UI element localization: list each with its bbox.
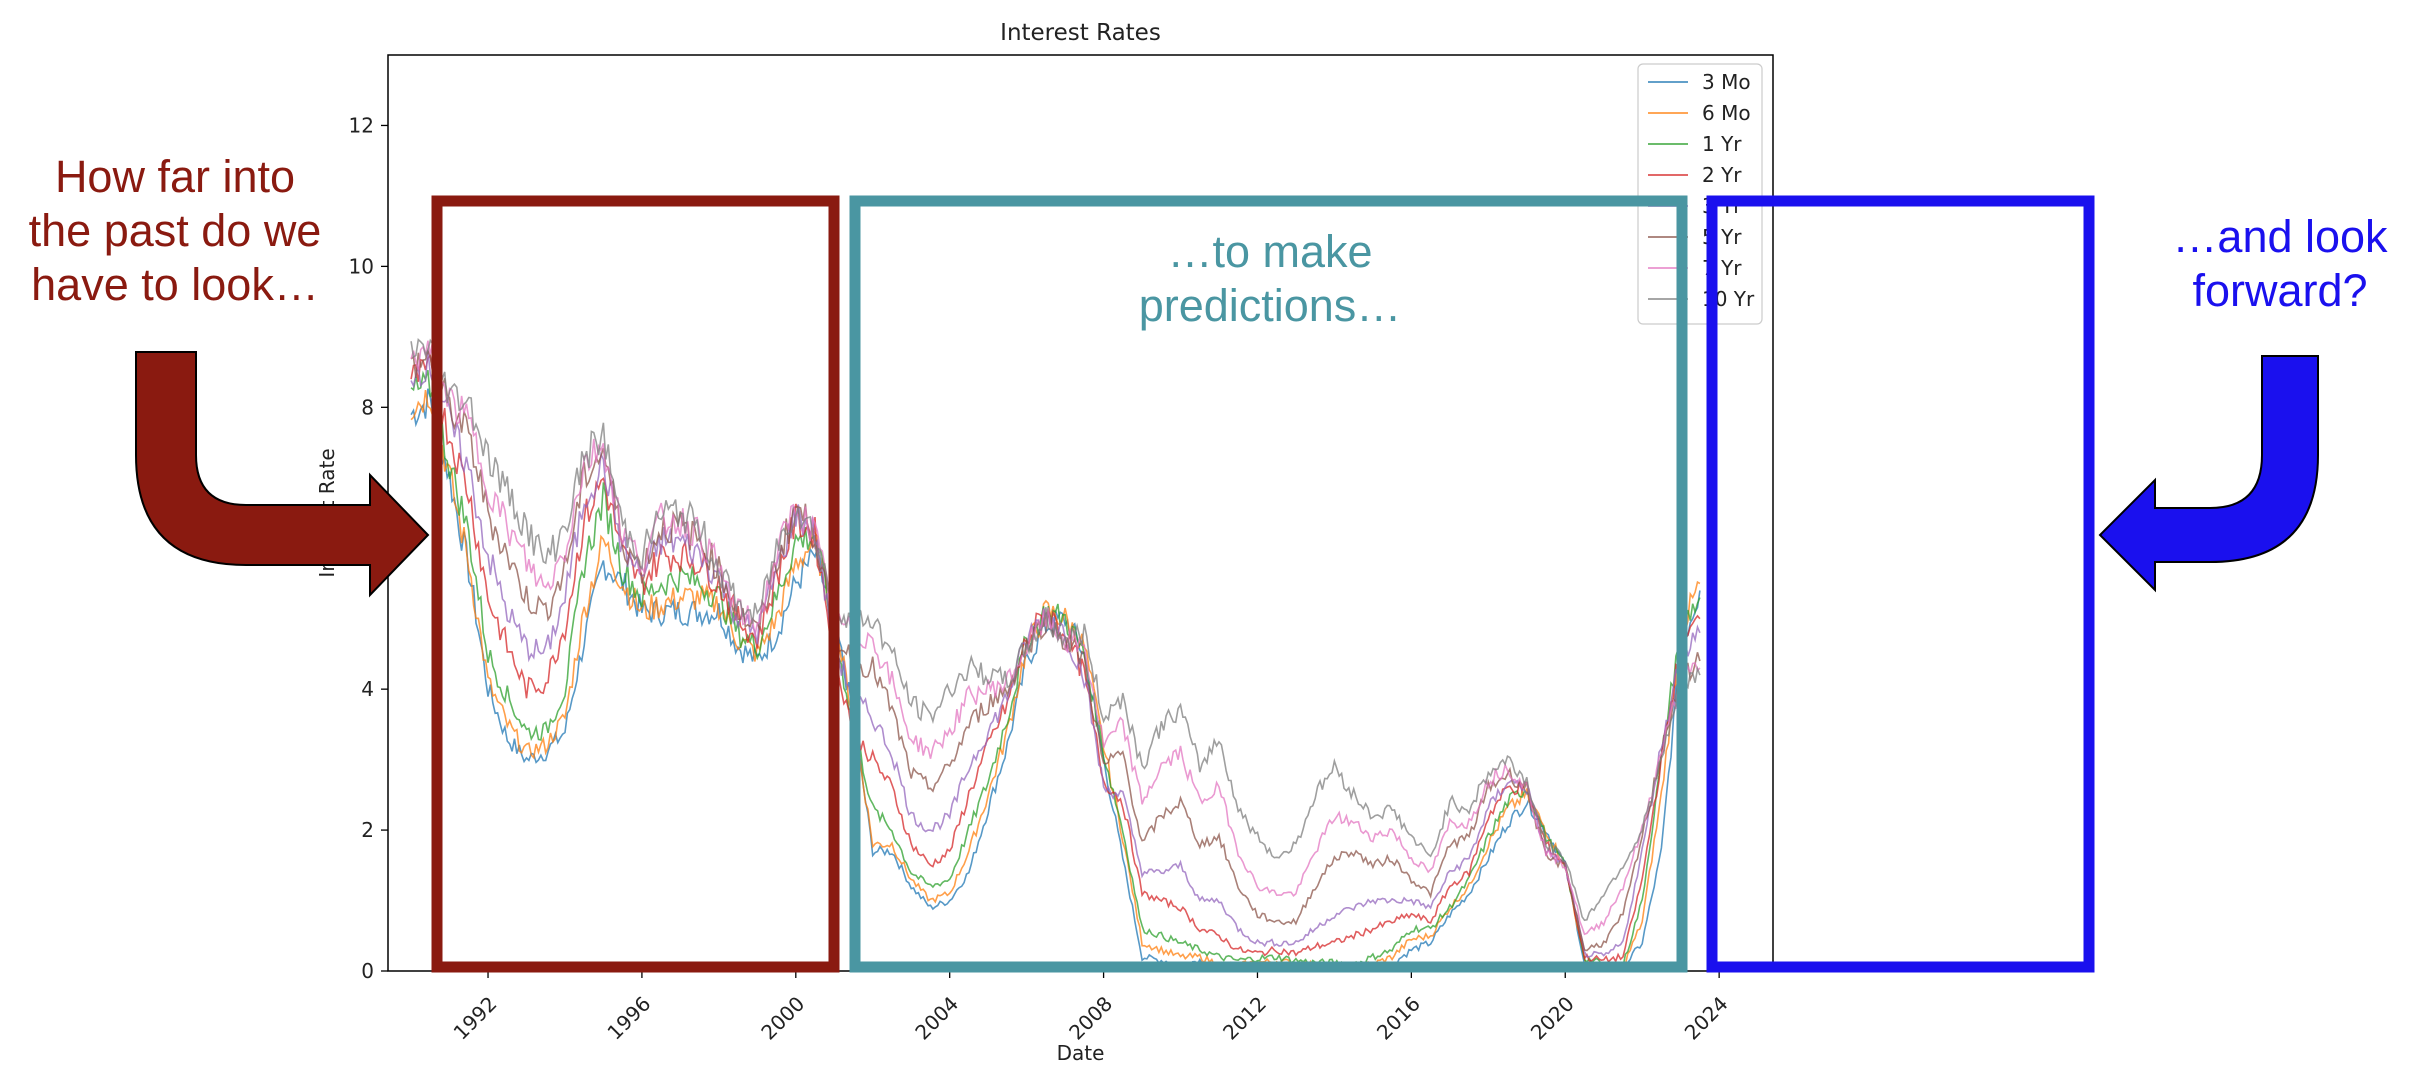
prediction-line: …to make	[1167, 226, 1373, 277]
x-tick-label: 1996	[602, 992, 655, 1045]
chart-layer: 0246810121992199620002004200820122016202…	[315, 20, 1774, 1065]
prediction-window-box	[849, 195, 1688, 973]
past-question-line: have to look…	[31, 259, 319, 310]
legend-box	[1637, 63, 1763, 325]
chart-title: Interest Rates	[1000, 20, 1161, 46]
legend-label: 6 Mo	[1702, 101, 1751, 125]
past-question-line: the past do we	[28, 205, 322, 256]
past-question-line: How far into	[54, 151, 296, 202]
prediction-text: …to make predictions…	[1080, 225, 1460, 333]
y-tick-label: 12	[349, 113, 374, 137]
legend-label: 3 Mo	[1702, 70, 1751, 94]
forward-question-text: …and look forward?	[2130, 210, 2426, 318]
x-tick-label: 2016	[1372, 992, 1425, 1045]
overlay-layer	[135, 195, 2319, 973]
x-axis-label: Date	[1057, 1041, 1105, 1065]
prediction-line: predictions…	[1138, 280, 1402, 331]
past-window-box	[431, 195, 840, 973]
x-tick-label: 2000	[756, 992, 809, 1045]
x-tick-label: 2024	[1680, 992, 1733, 1045]
series-line-7	[410, 337, 1701, 922]
series-line-2	[410, 370, 1701, 970]
curved-arrow-right-icon	[135, 351, 430, 598]
forward-question-line: …and look	[2172, 211, 2388, 262]
past-question-text: How far into the past do we have to look…	[0, 150, 350, 312]
x-tick-label: 2004	[910, 992, 963, 1045]
y-tick-label: 10	[349, 254, 374, 278]
forward-question-line: forward?	[2192, 265, 2368, 316]
y-tick-label: 4	[361, 677, 374, 701]
series-line-5	[410, 348, 1701, 952]
x-tick-label: 2020	[1526, 992, 1579, 1045]
x-tick-label: 2008	[1064, 992, 1117, 1045]
y-tick-label: 0	[361, 959, 374, 983]
curved-arrow-left-icon	[2098, 355, 2319, 593]
x-tick-label: 1992	[449, 992, 502, 1045]
y-tick-label: 2	[361, 818, 374, 842]
forward-window-box	[1706, 195, 2095, 973]
y-tick-label: 8	[361, 395, 374, 419]
legend-label: 2 Yr	[1702, 163, 1742, 187]
x-tick-label: 2012	[1218, 992, 1271, 1045]
legend-label: 1 Yr	[1702, 132, 1742, 156]
